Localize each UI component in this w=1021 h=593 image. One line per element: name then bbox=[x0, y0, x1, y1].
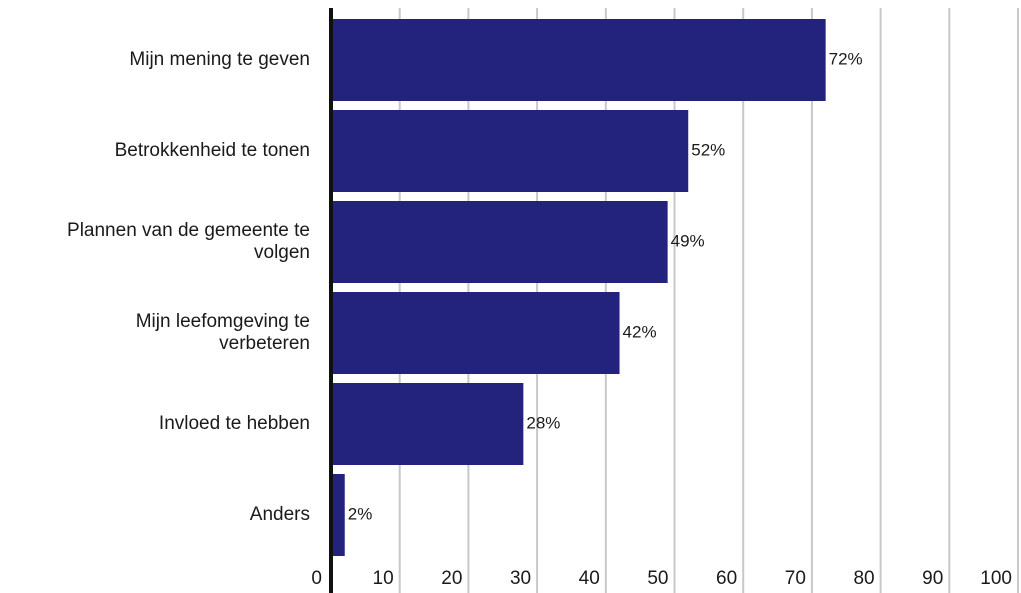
x-tick-label-40: 40 bbox=[579, 568, 600, 589]
x-tick-label-100: 100 bbox=[980, 568, 1012, 589]
category-label-1: Betrokkenheid te tonen bbox=[115, 140, 310, 161]
value-label-5: 2% bbox=[348, 504, 373, 523]
category-label-4: Invloed te hebben bbox=[159, 413, 310, 434]
bar-1 bbox=[331, 110, 689, 192]
value-label-1: 52% bbox=[691, 140, 725, 159]
x-tick-labels: 0 10 20 30 40 50 60 70 80 90 100 bbox=[311, 568, 1012, 589]
value-label-3: 42% bbox=[623, 322, 657, 341]
bar-0 bbox=[331, 19, 826, 101]
x-tick-label-20: 20 bbox=[441, 568, 462, 589]
category-label-2: Plannen van de gemeente te volgen bbox=[67, 220, 310, 263]
category-label-3: Mijn leefomgeving te verbeteren bbox=[136, 311, 310, 354]
category-labels: Mijn mening te geven Betrokkenheid te ton… bbox=[67, 49, 310, 525]
x-tick-label-10: 10 bbox=[373, 568, 394, 589]
x-tick-label-90: 90 bbox=[922, 568, 943, 589]
category-label-0: Mijn mening te geven bbox=[129, 49, 310, 70]
x-tick-label-60: 60 bbox=[716, 568, 737, 589]
category-label-5: Anders bbox=[250, 504, 310, 525]
x-tick-label-70: 70 bbox=[785, 568, 806, 589]
value-label-0: 72% bbox=[829, 49, 863, 68]
bar-5 bbox=[331, 474, 345, 556]
bar-2 bbox=[331, 201, 668, 283]
gridlines bbox=[398, 8, 1019, 593]
value-labels: 72% 52% 49% 42% 28% 2% bbox=[348, 49, 863, 523]
x-tick-label-0: 0 bbox=[311, 568, 322, 589]
x-tick-label-30: 30 bbox=[510, 568, 531, 589]
bar-3 bbox=[331, 292, 620, 374]
bar-4 bbox=[331, 383, 524, 465]
x-tick-label-80: 80 bbox=[853, 568, 874, 589]
bars bbox=[331, 19, 826, 556]
value-label-4: 28% bbox=[526, 413, 560, 432]
value-label-2: 49% bbox=[671, 231, 705, 250]
x-tick-label-50: 50 bbox=[647, 568, 668, 589]
